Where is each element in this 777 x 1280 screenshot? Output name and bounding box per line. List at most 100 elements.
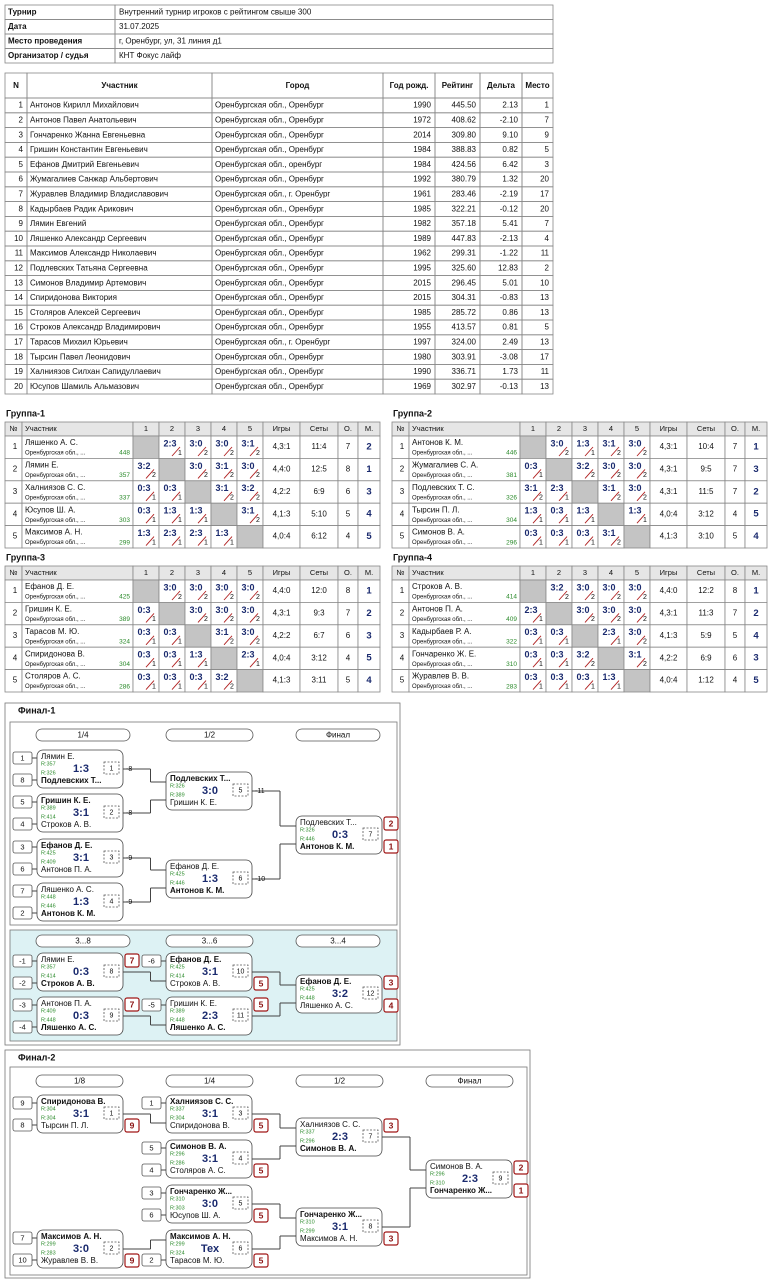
final-place: 3 bbox=[389, 1120, 394, 1130]
participant-cell: 4 bbox=[545, 234, 550, 243]
bracket-score: 3:1 bbox=[73, 852, 89, 864]
connector bbox=[558, 491, 568, 502]
match-score: 3:1 bbox=[628, 650, 641, 660]
match-score: 3:0 bbox=[189, 582, 202, 592]
connector bbox=[558, 657, 568, 668]
info-value: г, Оренбург, ул, 31 линия д1 bbox=[119, 37, 222, 46]
bracket-player: Гришин К. Е. bbox=[41, 796, 91, 805]
bracket-player: Симонов В. А. bbox=[170, 1142, 226, 1151]
seed: 6 bbox=[149, 1210, 153, 1219]
match-points: 2 bbox=[643, 495, 647, 502]
participant-cell: Тарасов Михаил Юрьевич bbox=[30, 338, 128, 347]
match-points: 2 bbox=[617, 539, 621, 546]
match-number: 9 bbox=[499, 1175, 503, 1182]
participant-cell: -2.19 bbox=[500, 190, 519, 199]
row-number: 1 bbox=[400, 586, 405, 595]
match-points: 1 bbox=[565, 639, 569, 646]
bracket-score: 3:1 bbox=[73, 807, 89, 819]
participant-cell: 1972 bbox=[413, 116, 431, 125]
cell bbox=[597, 646, 625, 671]
match-number: 4 bbox=[239, 1155, 243, 1162]
participant-cell: -1.22 bbox=[500, 249, 519, 258]
bracket-player: Антонов К. М. bbox=[300, 842, 354, 851]
group-header: М. bbox=[365, 568, 373, 577]
connector bbox=[636, 446, 646, 457]
participant-cell: 283.46 bbox=[452, 190, 477, 199]
games: 4,3:1 bbox=[273, 442, 291, 451]
group-title: Группа-1 bbox=[6, 408, 45, 418]
match-score: 0:3 bbox=[189, 672, 202, 682]
connector bbox=[636, 469, 646, 479]
bracket-rating: R:304 bbox=[41, 1106, 56, 1112]
match-points: 2 bbox=[178, 594, 182, 601]
connector bbox=[532, 657, 542, 668]
match-points: 2 bbox=[643, 472, 647, 479]
match-points: 1 bbox=[204, 661, 208, 668]
sets: 10:4 bbox=[698, 442, 714, 451]
group-header: 2 bbox=[557, 568, 561, 577]
participant-cell: Спиридонова Виктория bbox=[30, 293, 117, 302]
bracket-player: Подлевских Т... bbox=[300, 818, 357, 827]
match-points: 2 bbox=[591, 661, 595, 668]
bracket-player: Подлевских Т... bbox=[170, 774, 230, 783]
cell bbox=[165, 952, 253, 992]
match-number: 5 bbox=[239, 787, 243, 794]
match-score: 0:3 bbox=[163, 483, 176, 493]
cell bbox=[236, 525, 264, 549]
info-value: Внутренний турнир игроков с рейтингом св… bbox=[119, 8, 312, 17]
connector bbox=[223, 590, 233, 601]
match-points: 2 bbox=[617, 594, 621, 601]
bracket-player: Журавлев В. В. bbox=[41, 1256, 98, 1265]
connector bbox=[171, 491, 181, 502]
match-number: 10 bbox=[237, 968, 245, 975]
connector bbox=[532, 469, 542, 479]
column-header: Рейтинг bbox=[442, 81, 474, 90]
cell bbox=[184, 624, 212, 648]
match-points: 2 bbox=[617, 472, 621, 479]
place: 2 bbox=[753, 486, 758, 497]
row-number: 3 bbox=[13, 631, 18, 640]
bracket-score: Тех bbox=[201, 1243, 220, 1255]
group-header: Участник bbox=[25, 424, 57, 433]
cell bbox=[383, 975, 399, 990]
round-header: 1/8 bbox=[74, 1077, 86, 1086]
bracket-rating: R:310 bbox=[430, 1180, 445, 1186]
participant-cell: 1982 bbox=[413, 219, 431, 228]
connector bbox=[145, 491, 155, 502]
sets: 11:5 bbox=[699, 487, 715, 496]
group-header: 2 bbox=[170, 424, 174, 433]
connector bbox=[197, 680, 207, 690]
games: 4,2:2 bbox=[660, 653, 678, 662]
bracket-player: Ляшенко А. С. bbox=[170, 1023, 225, 1032]
bracket-rating: R:446 bbox=[170, 880, 185, 886]
group-header: № bbox=[9, 424, 17, 433]
bracket-player: Спиридонова В. bbox=[170, 1121, 230, 1130]
participant-cell: 380.79 bbox=[452, 175, 477, 184]
bracket-rating: R:299 bbox=[41, 1241, 56, 1247]
row-number: 5 bbox=[400, 676, 405, 685]
participant-cell: Оренбургская обл., Оренбург bbox=[215, 101, 324, 110]
participant-cell: 9 bbox=[19, 219, 24, 228]
match-number: 6 bbox=[239, 1245, 243, 1252]
match-score: 0:3 bbox=[524, 650, 537, 660]
group-title: Группа-4 bbox=[393, 552, 432, 562]
connector bbox=[610, 469, 620, 479]
group-header: 4 bbox=[609, 424, 613, 433]
match-number: 7 bbox=[369, 1133, 373, 1140]
player-rating: 446 bbox=[506, 450, 517, 457]
seed: 7 bbox=[20, 886, 24, 895]
cell bbox=[253, 1118, 269, 1133]
group-header: Участник bbox=[25, 568, 57, 577]
group-header: О. bbox=[344, 568, 352, 577]
match-score: 1:3 bbox=[576, 438, 589, 448]
bracket-player: Строков А. В. bbox=[41, 820, 91, 829]
participant-cell: 0.82 bbox=[502, 145, 518, 154]
participant-cell: 1985 bbox=[413, 204, 431, 213]
games: 4,4:0 bbox=[660, 586, 678, 595]
place: 1 bbox=[366, 586, 372, 597]
final-title: Финал-2 bbox=[18, 1052, 55, 1062]
bracket-score: 2:3 bbox=[332, 1131, 348, 1143]
match-score: 0:3 bbox=[576, 528, 589, 538]
match-points: 1 bbox=[539, 661, 543, 668]
bracket-player: Тырсин П. Л. bbox=[41, 1121, 89, 1130]
